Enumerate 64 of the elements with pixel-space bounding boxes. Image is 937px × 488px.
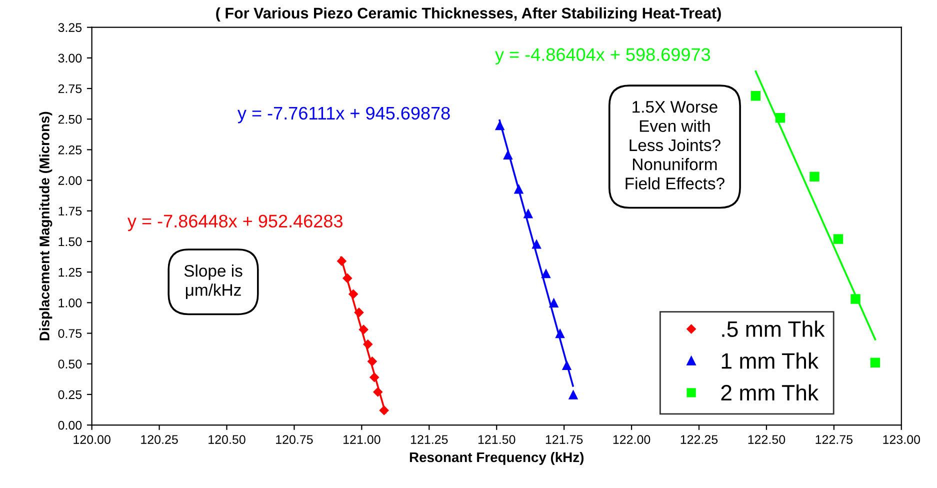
y-tick-label: 1.00	[58, 298, 82, 308]
point	[369, 372, 380, 382]
y-tick-label: 0.50	[58, 360, 82, 369]
point	[503, 150, 513, 160]
point	[362, 339, 373, 350]
point	[379, 405, 389, 416]
y-tick-label: 2.00	[58, 176, 82, 185]
y-tick-label: 1.75	[58, 206, 82, 216]
point	[833, 234, 844, 244]
x-tick-label: 120.50	[208, 435, 246, 444]
point	[850, 294, 860, 304]
point	[523, 208, 534, 218]
point	[494, 120, 505, 130]
text: y = -7.76111x + 945.69878	[237, 106, 450, 124]
point	[870, 358, 880, 368]
annotation: 1.5X Worse Even with Less Joints? Nonuniform Field Effects?	[626, 101, 724, 190]
chart-title: ( For Various Piezo Ceramic Thicknesses, After Stabilizing Heat-Treat)	[216, 7, 721, 22]
x-tick-label: 122.25	[680, 435, 718, 444]
x-tick-label: 121.00	[344, 435, 380, 444]
legend-label: 1 mm Thk	[722, 352, 819, 369]
point	[342, 273, 352, 284]
point	[548, 298, 559, 308]
text: y = -4.86404x + 598.69973	[495, 48, 710, 65]
y-tick-label: 0.25	[58, 390, 82, 400]
x-tick-label: 123.00	[883, 435, 920, 444]
point	[348, 289, 358, 300]
point	[555, 328, 565, 338]
x-tick-label: 122.00	[613, 435, 650, 444]
point	[541, 268, 551, 278]
y-tick-label: 0.00	[58, 420, 82, 430]
point	[358, 324, 368, 335]
x-tick-label: 121.50	[478, 435, 516, 444]
y-tick-label: 3.00	[58, 54, 82, 63]
series-label: y = -7.86448x + 952.46283	[127, 214, 342, 232]
x-tick-label: 121.25	[410, 435, 448, 444]
point	[514, 184, 524, 194]
x-tick-label: 122.75	[816, 435, 853, 444]
x-tick-label: 122.50	[748, 435, 786, 444]
point	[367, 356, 378, 366]
y-tick-label: 2.75	[58, 84, 82, 94]
y-axis-title: Displacement Magnitude (Microns)	[39, 112, 52, 340]
x-tick-label: 120.00	[74, 435, 110, 444]
point	[775, 113, 786, 123]
point	[336, 256, 347, 266]
point	[562, 360, 572, 370]
y-tick-label: 3.25	[58, 23, 82, 32]
point	[810, 172, 820, 182]
x-axis-title: Resonant Frequency (kHz)	[410, 452, 584, 465]
y-tick-label: 1.50	[58, 237, 82, 246]
point	[372, 387, 383, 397]
x-tick-label: 120.75	[276, 435, 313, 444]
point	[532, 239, 542, 249]
x-tick-label: 120.25	[141, 435, 178, 444]
point	[568, 390, 578, 400]
point	[354, 308, 364, 318]
y-tick-label: 2.25	[58, 146, 82, 154]
legend-label: 2 mm Thk	[721, 384, 819, 400]
x-tick-label: 121.75	[546, 435, 583, 444]
y-tick-label: 0.75	[58, 329, 82, 338]
y-tick-label: 1.25	[58, 268, 82, 277]
annotation: Slope is μm/kHz	[184, 264, 242, 299]
y-tick-label: 2.50	[58, 114, 82, 124]
legend-label: .5 mm Thk	[722, 320, 825, 338]
point	[750, 90, 761, 101]
